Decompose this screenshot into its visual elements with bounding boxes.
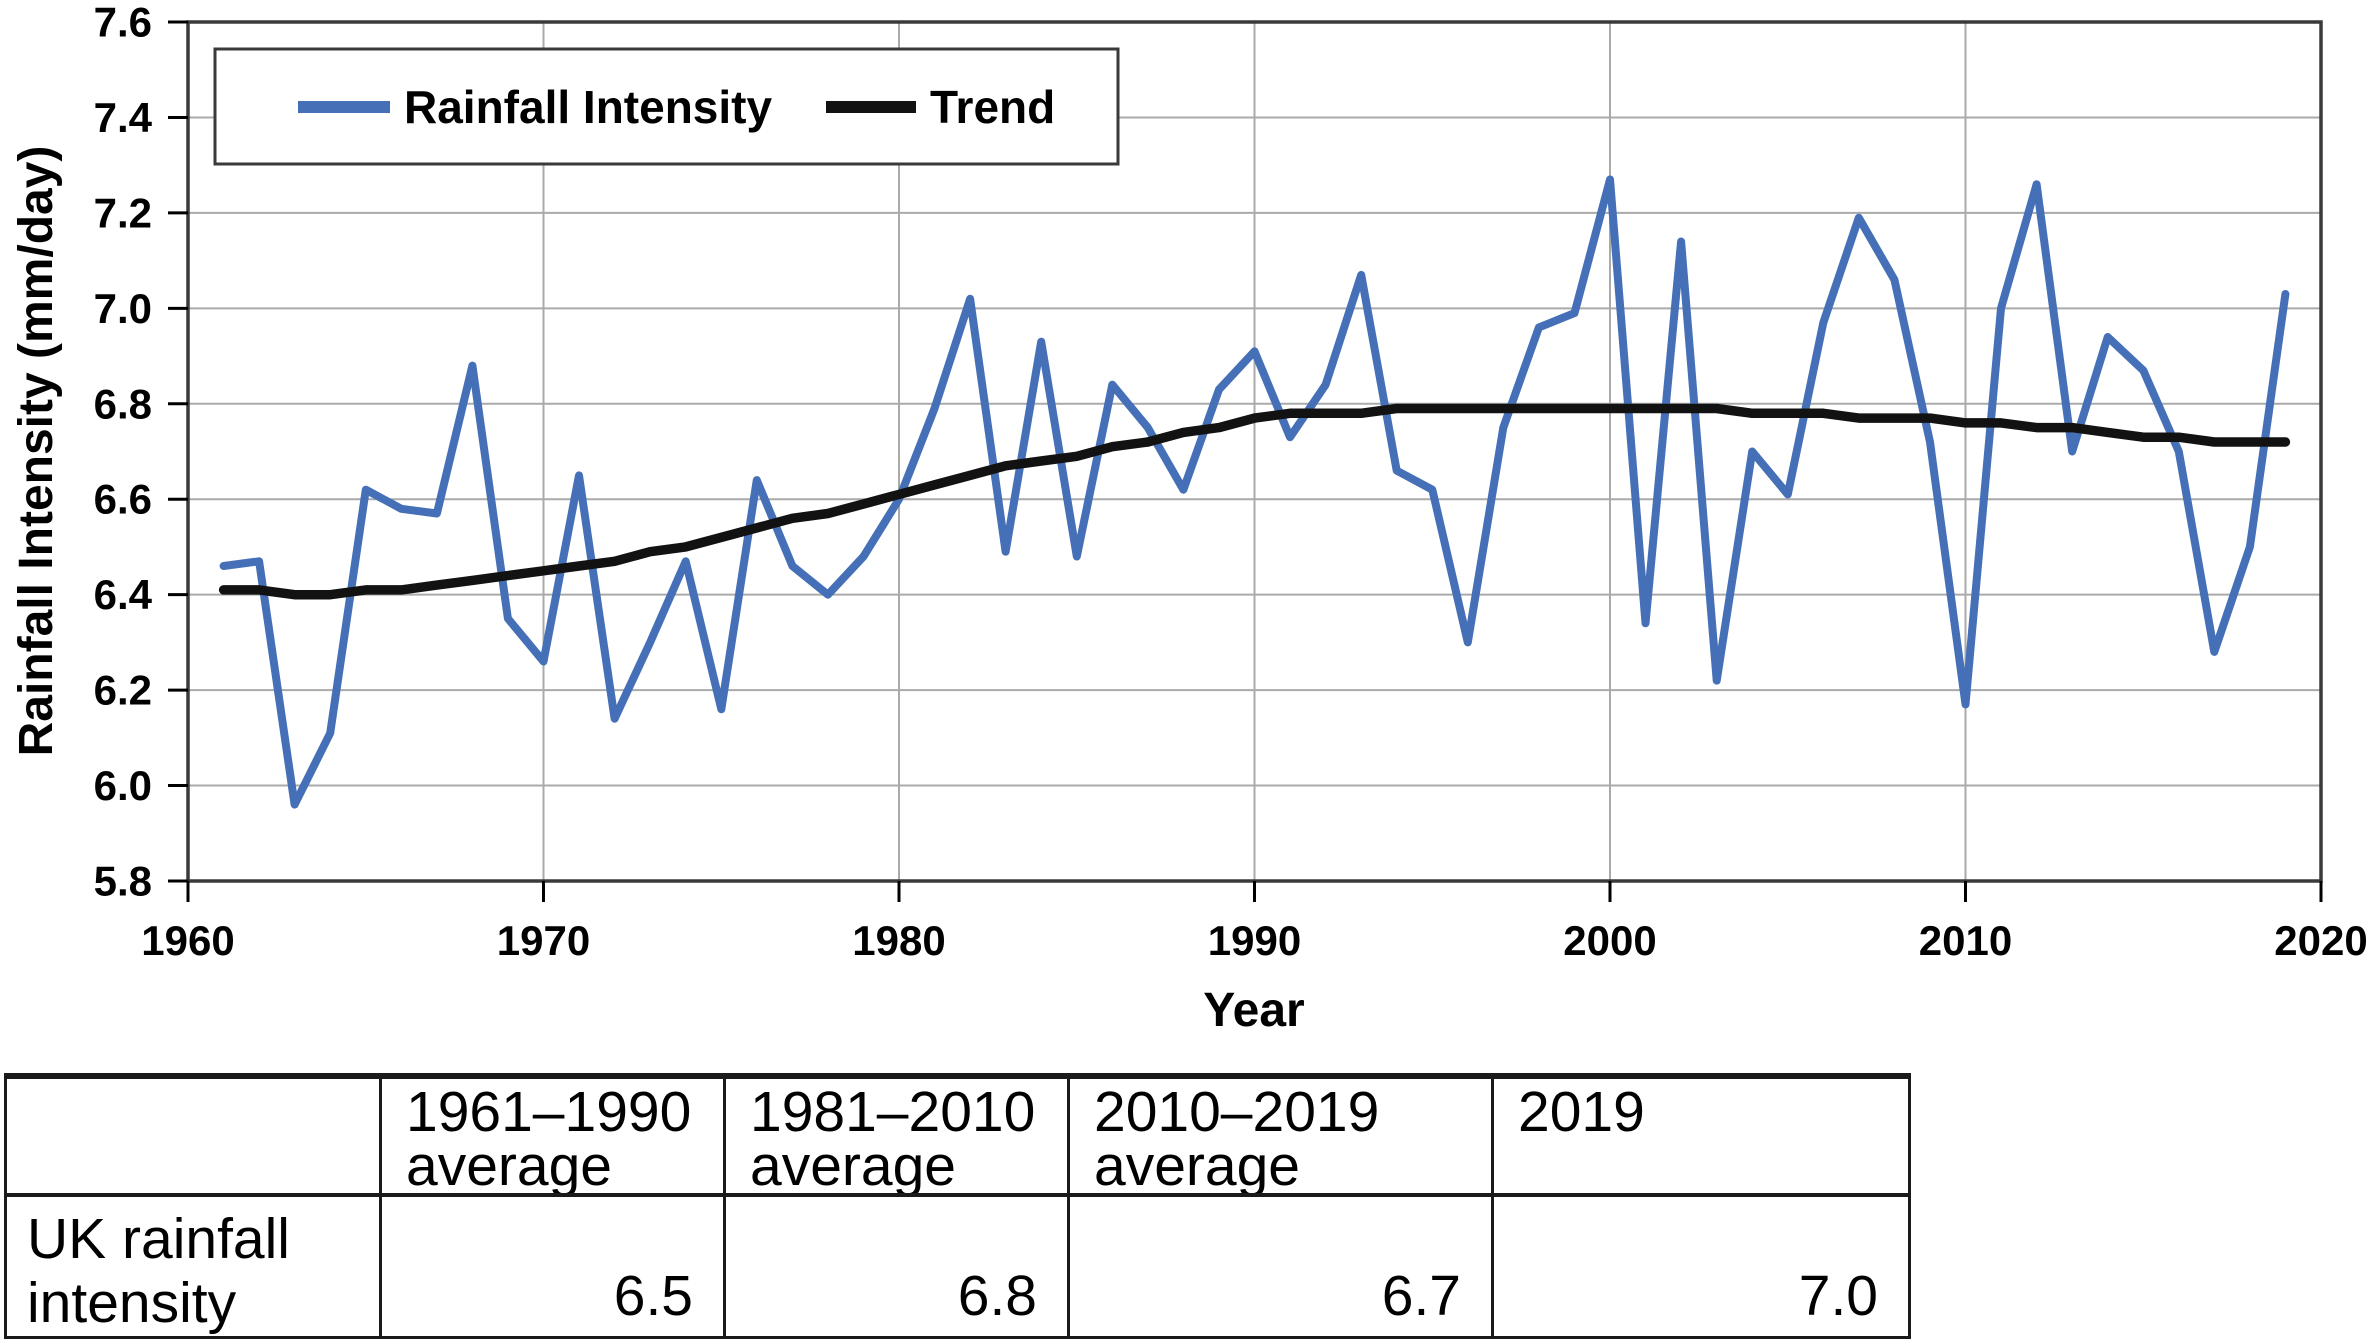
x-axis-tick-label: 2010 bbox=[1919, 917, 2012, 964]
table-header-cell: 2019 bbox=[1491, 1073, 1911, 1197]
rainfall-intensity-line bbox=[219, 175, 2290, 809]
summary-table: 1961–1990 average 1981–2010 average 2010–201… bbox=[4, 1073, 1911, 1339]
table-header-cell bbox=[4, 1073, 382, 1197]
axis-tick-labels: 5.8 6.0 6.2 6.4 6.6 6.8 7.0 7.2 7.4 7.6 1960 1970 19… bbox=[94, 0, 2368, 964]
table-header-line1: 2019 bbox=[1518, 1080, 1645, 1144]
trend-line bbox=[218, 403, 2291, 600]
y-axis-tick-label: 6.8 bbox=[94, 380, 152, 427]
y-axis-tick-label: 7.4 bbox=[94, 94, 153, 141]
gridlines bbox=[188, 22, 2321, 881]
table-header-line2: average bbox=[406, 1134, 612, 1195]
y-axis-tick-label: 5.8 bbox=[94, 858, 152, 905]
table-header-cell: 1961–1990 average bbox=[379, 1073, 726, 1197]
axis-ticks bbox=[168, 20, 2323, 902]
x-axis-tick-label: 2020 bbox=[2274, 917, 2367, 964]
x-axis-title: Year bbox=[1203, 984, 1304, 1037]
legend-label-rainfall-intensity: Rainfall Intensity bbox=[404, 81, 772, 133]
table-value-cell: 6.7 bbox=[1067, 1193, 1494, 1339]
y-axis-tick-label: 7.6 bbox=[94, 0, 152, 46]
y-axis-title: Rainfall Intensity (mm/day) bbox=[10, 146, 63, 757]
x-axis-tick-label: 2000 bbox=[1563, 917, 1656, 964]
table-header-line1: 1961–1990 bbox=[406, 1080, 692, 1144]
summary-table-container: 1961–1990 average 1981–2010 average 2010–201… bbox=[4, 1073, 1911, 1339]
x-axis-tick-label: 1990 bbox=[1208, 917, 1301, 964]
table-row-label: UK rainfall intensity bbox=[4, 1193, 382, 1339]
row-label-line1: UK rainfall bbox=[27, 1207, 290, 1271]
table-header-line1: 2010–2019 bbox=[1094, 1080, 1380, 1144]
x-axis-tick-label: 1980 bbox=[852, 917, 945, 964]
y-axis-tick-label: 6.6 bbox=[94, 476, 152, 523]
legend: Rainfall Intensity Trend bbox=[213, 47, 1120, 166]
y-axis-tick-label: 6.2 bbox=[94, 667, 152, 714]
table-row: UK rainfall intensity 6.5 6.8 6.7 7.0 bbox=[4, 1193, 1911, 1339]
table-value-cell: 6.8 bbox=[723, 1193, 1070, 1339]
row-label-line2: intensity bbox=[27, 1271, 237, 1335]
table-header-line2: average bbox=[750, 1134, 956, 1195]
rainfall-intensity-chart: 5.8 6.0 6.2 6.4 6.6 6.8 7.0 7.2 7.4 7.6 1960 1970 19… bbox=[10, 0, 2368, 1037]
y-axis-tick-label: 6.0 bbox=[94, 762, 152, 809]
table-header-row: 1961–1990 average 1981–2010 average 2010–201… bbox=[4, 1073, 1911, 1197]
table-header-line2: average bbox=[1094, 1134, 1300, 1195]
y-axis-tick-label: 7.2 bbox=[94, 189, 152, 236]
table-header-cell: 2010–2019 average bbox=[1067, 1073, 1494, 1197]
data-series bbox=[218, 175, 2291, 809]
table-header-line1: 1981–2010 bbox=[750, 1080, 1036, 1144]
legend-label-trend: Trend bbox=[930, 81, 1055, 133]
table-value-cell: 7.0 bbox=[1491, 1193, 1911, 1339]
table-header-cell: 1981–2010 average bbox=[723, 1073, 1070, 1197]
x-axis-tick-label: 1960 bbox=[141, 917, 234, 964]
x-axis-tick-label: 1970 bbox=[497, 917, 590, 964]
y-axis-tick-label: 6.4 bbox=[94, 571, 153, 618]
y-axis-tick-label: 7.0 bbox=[94, 285, 152, 332]
table-value-cell: 6.5 bbox=[379, 1193, 726, 1339]
